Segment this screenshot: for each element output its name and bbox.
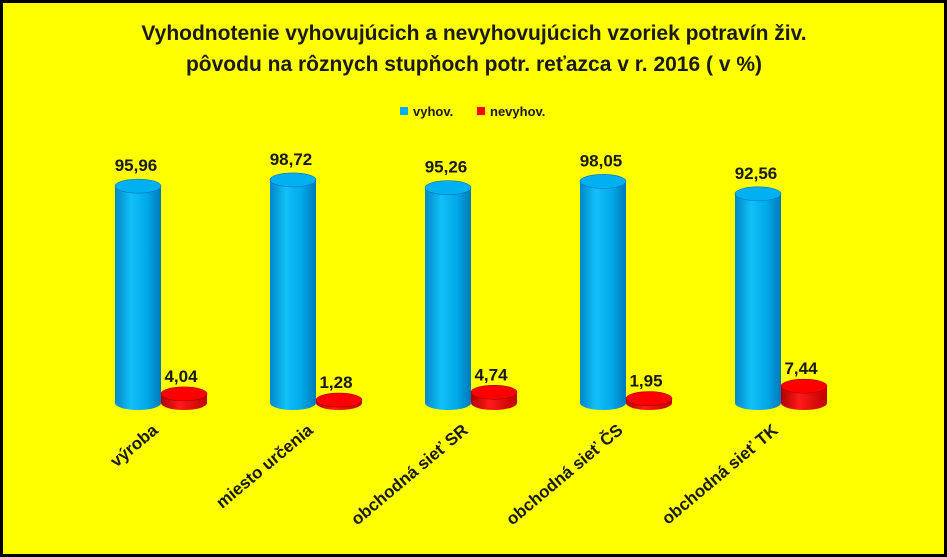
data-label-vyhov-3: 95,26	[425, 158, 468, 177]
data-label-vyhov-5: 92,56	[735, 164, 778, 183]
data-label-vyhov-1: 95,96	[115, 156, 158, 175]
bar-vyhov-2	[270, 179, 316, 410]
bar-vyhov-1	[115, 186, 161, 410]
bar-vyhov-3	[425, 187, 471, 410]
bar-vyhov-top-2	[269, 172, 317, 188]
data-label-nevyhov-3: 4,74	[474, 365, 508, 384]
data-label-nevyhov-2: 1,28	[319, 373, 352, 392]
legend-label-nevyhov: nevyhov.	[490, 104, 545, 119]
legend-label-vyhov: vyhov.	[413, 104, 453, 119]
bar-vyhov-4	[580, 181, 626, 410]
bar-vyhov-5	[735, 193, 781, 410]
legend-swatch-nevyhov	[477, 107, 485, 115]
bar-nevyhov-top-2	[315, 392, 363, 408]
chart-title-line-2: pôvodu na rôznych stupňoch potr. reťazca…	[186, 53, 762, 76]
data-label-vyhov-2: 98,72	[270, 150, 313, 169]
bar-nevyhov-top-5	[780, 378, 828, 394]
data-label-vyhov-4: 98,05	[580, 151, 623, 170]
chart-title-line-1: Vyhodnotenie vyhovujúcich a nevyhovujúci…	[141, 22, 806, 45]
bar-vyhov-top-3	[424, 180, 472, 196]
legend: vyhov. nevyhov.	[400, 104, 545, 119]
data-label-nevyhov-5: 7,44	[784, 359, 818, 378]
bar-vyhov-top-4	[579, 174, 627, 189]
data-label-nevyhov-1: 4,04	[164, 367, 198, 386]
bar-vyhov-top-5	[734, 186, 782, 202]
data-label-nevyhov-4: 1,95	[629, 372, 662, 391]
bar-nevyhov-top-3	[470, 384, 518, 400]
bar-nevyhov-top-4	[625, 391, 673, 406]
legend-swatch-vyhov	[400, 107, 408, 115]
bar-nevyhov-top-1	[160, 386, 208, 402]
bar-vyhov-top-1	[114, 178, 162, 194]
